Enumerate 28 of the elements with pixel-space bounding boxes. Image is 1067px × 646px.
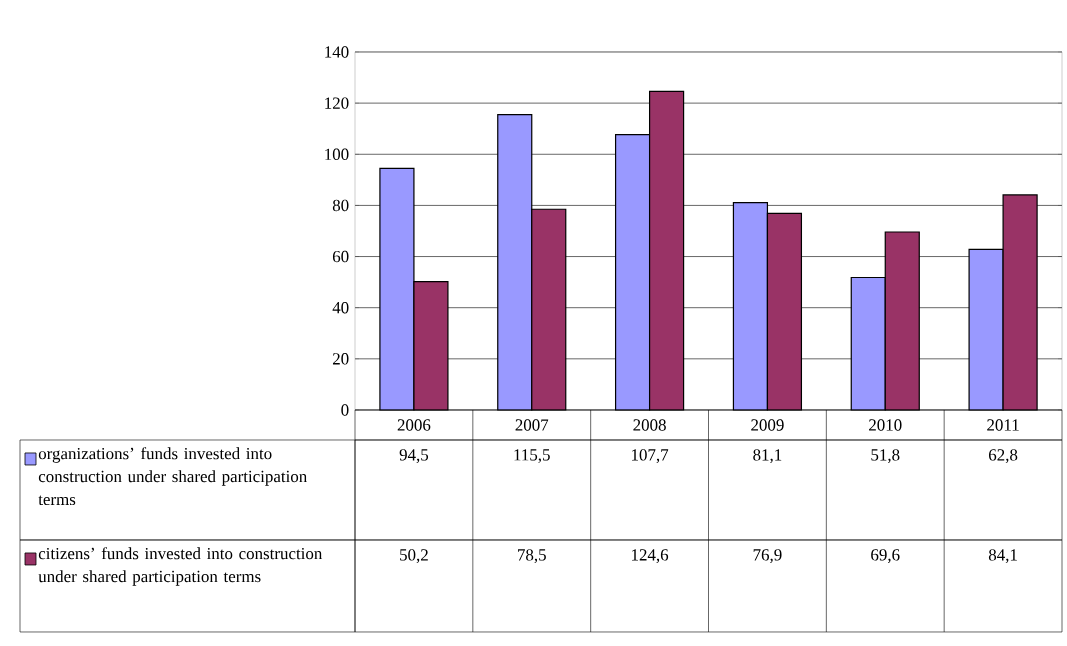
x-tick-label: 2008	[633, 419, 666, 431]
y-tick-label: 0	[341, 404, 349, 416]
data-label: 51,8	[871, 449, 900, 464]
x-tick-label: 2011	[987, 419, 1019, 431]
data-label: 115,5	[514, 449, 550, 463]
x-tick-label: 2007	[515, 419, 549, 431]
y-tick-label: 60	[332, 250, 349, 263]
legend-label: organizations’ funds invested into construction under shared participation terms	[38, 447, 307, 506]
x-tick-label: 2006	[397, 419, 431, 431]
data-label: 76,9	[753, 549, 782, 564]
y-tick-label: 100	[325, 148, 349, 160]
y-tick-label: 120	[325, 97, 349, 109]
data-label: 84,1	[988, 549, 1017, 564]
data-label: 94,5	[399, 449, 429, 464]
data-label: 62,8	[989, 449, 1018, 464]
x-tick-label: 2010	[869, 419, 902, 431]
y-tick-label: 80	[332, 199, 349, 212]
data-label: 107,7	[632, 449, 669, 464]
data-label: 78,5	[518, 549, 546, 564]
data-label: 81,1	[753, 449, 782, 464]
data-label: 124,6	[632, 549, 669, 564]
y-tick-label: 20	[332, 353, 349, 365]
x-tick-label: 2009	[751, 419, 784, 431]
legend-label: citizens’ funds invested into construction under shared participation terms	[38, 547, 323, 586]
data-label: 69,6	[871, 549, 900, 564]
data-label: 50,2	[400, 549, 428, 564]
y-tick-label: 140	[325, 46, 349, 58]
y-tick-label: 40	[332, 301, 349, 314]
